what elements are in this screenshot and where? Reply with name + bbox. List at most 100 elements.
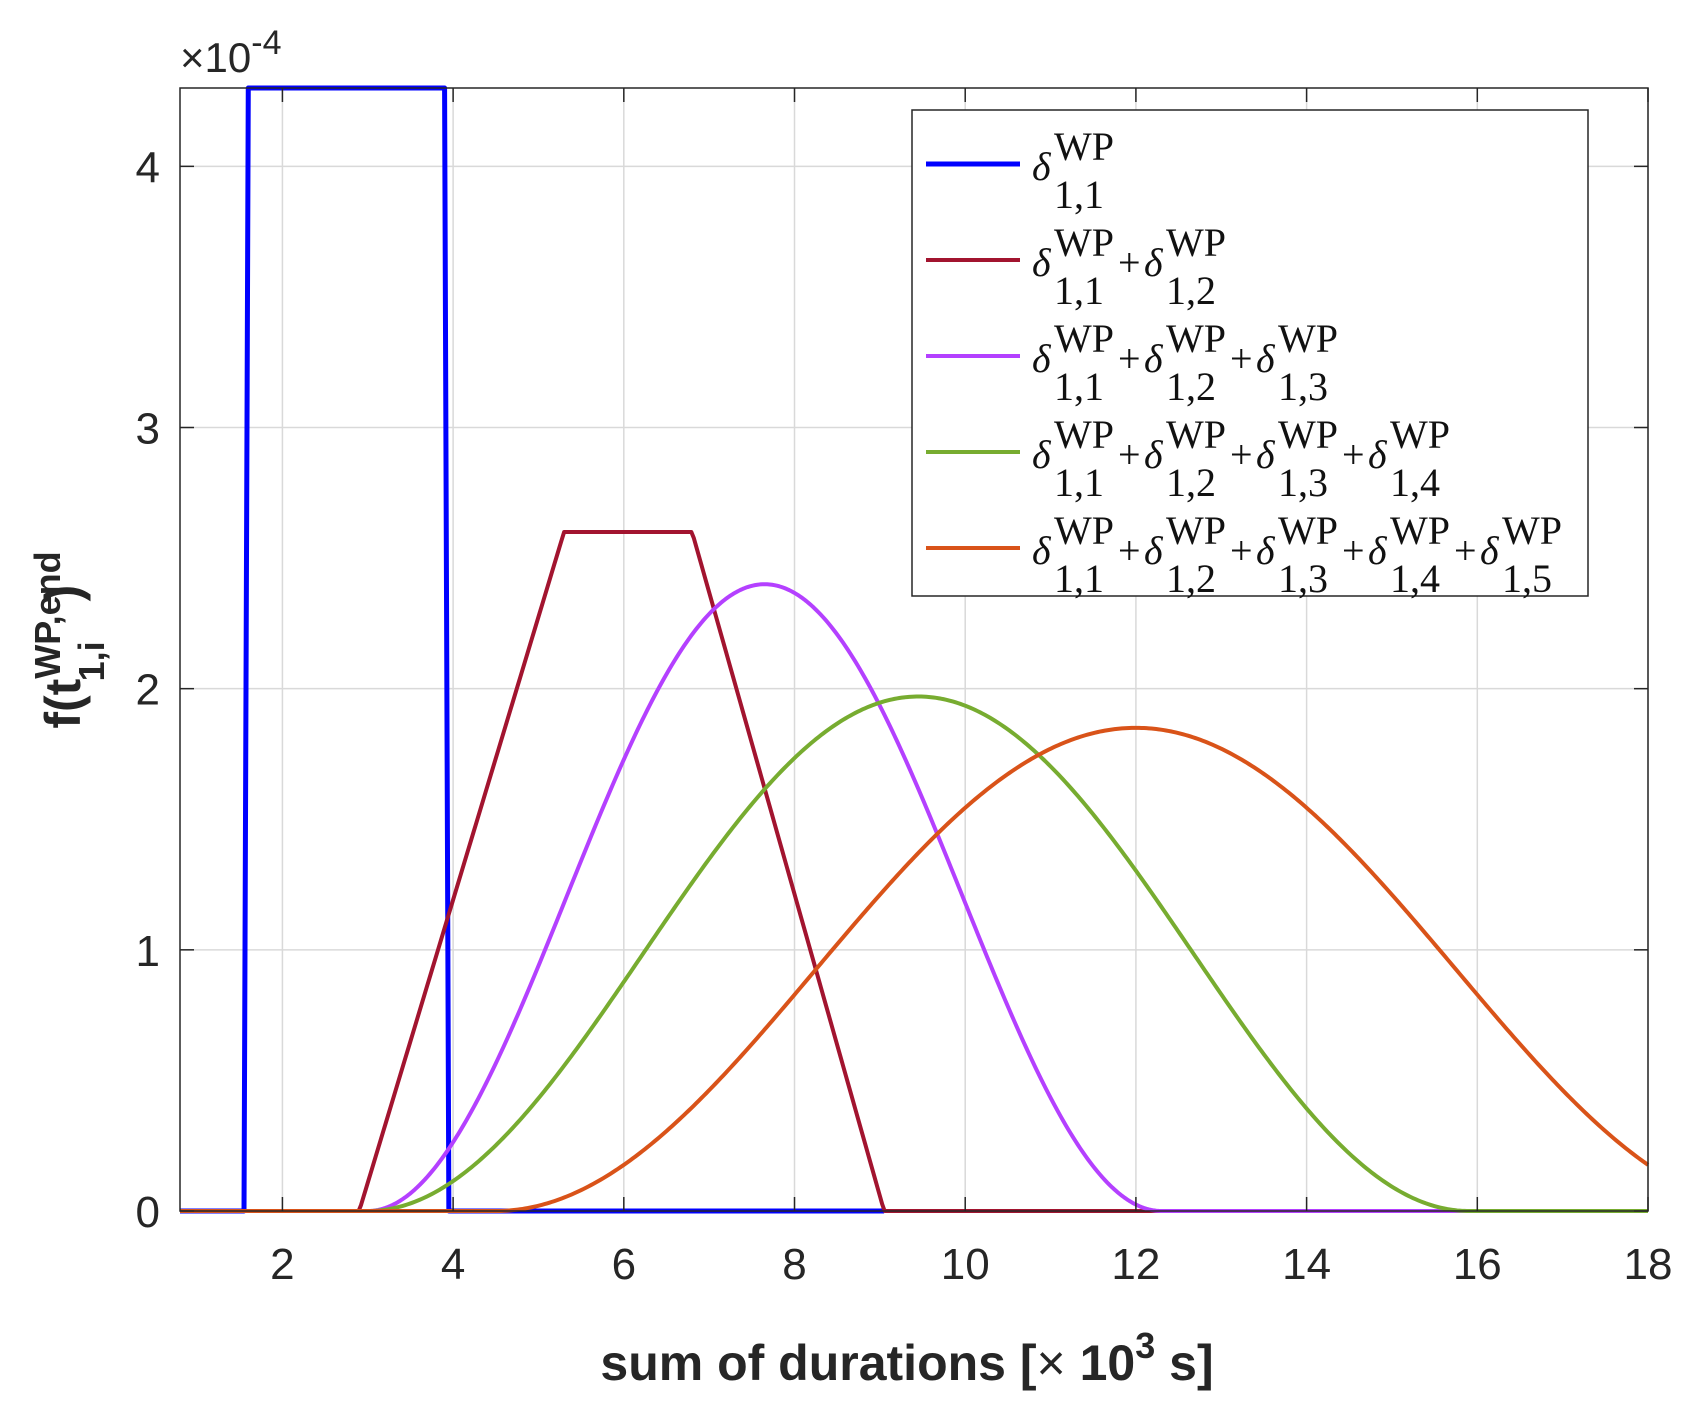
legend-subscript: 1,2 [1166, 556, 1216, 601]
y-exponent-times: × [180, 34, 205, 81]
series-line-3 [180, 582, 1648, 1213]
legend-subscript: 1,1 [1054, 268, 1104, 313]
legend-plus: + [1118, 240, 1141, 285]
x-tick-label: 12 [1111, 1240, 1160, 1289]
x-tick-label: 18 [1624, 1240, 1673, 1289]
legend-superscript: WP [1278, 412, 1338, 457]
x-tick-label: 6 [612, 1240, 636, 1289]
legend-superscript: WP [1166, 508, 1226, 553]
legend-superscript: WP [1278, 508, 1338, 553]
legend-plus: + [1230, 528, 1253, 573]
y-exponent-power: -4 [251, 24, 281, 62]
legend: δ WP1,1δ WP1,1+ δ WP1,2δ WP1,1+ δ WP1,2+ δ WP1,3δ… [911, 109, 1589, 601]
series-line-1 [180, 85, 885, 1214]
y-axis-title-superscript: WP,end [27, 551, 68, 678]
legend-delta: δ [1144, 528, 1164, 573]
y-axis-title-subscript: 1,i [71, 641, 112, 681]
legend-entry-3: δ WP1,1+ δ WP1,2+ δ WP1,3 [926, 316, 1338, 409]
y-tick-label: 0 [136, 1188, 160, 1237]
legend-delta: δ [1144, 432, 1164, 477]
legend-subscript: 1,5 [1502, 556, 1552, 601]
legend-subscript: 1,3 [1278, 556, 1328, 601]
legend-superscript: WP [1054, 220, 1114, 265]
legend-superscript: WP [1278, 316, 1338, 361]
x-axis-title-main: sum of durations [ [600, 1335, 1036, 1391]
x-tick-label: 14 [1282, 1240, 1331, 1289]
legend-entry-2: δ WP1,1+ δ WP1,2 [926, 220, 1226, 313]
legend-delta: δ [1032, 240, 1052, 285]
legend-superscript: WP [1166, 412, 1226, 457]
y-tick-label: 2 [136, 666, 160, 715]
legend-subscript: 1,4 [1390, 460, 1440, 505]
x-tick-label: 16 [1453, 1240, 1502, 1289]
legend-subscript: 1,2 [1166, 364, 1216, 409]
legend-delta: δ [1368, 432, 1388, 477]
y-axis-title-prefix: f(t [35, 678, 91, 728]
legend-subscript: 1,4 [1390, 556, 1440, 601]
legend-plus: + [1230, 432, 1253, 477]
legend-delta: δ [1368, 528, 1388, 573]
y-axis-title: f(tWP,end1,i) [27, 551, 112, 728]
legend-superscript: WP [1166, 220, 1226, 265]
x-axis-title-times: × [1037, 1335, 1066, 1391]
legend-superscript: WP [1390, 508, 1450, 553]
legend-plus: + [1118, 528, 1141, 573]
legend-superscript: WP [1054, 316, 1114, 361]
legend-delta: δ [1256, 336, 1276, 381]
y-tick-labels: 0 1 2 3 4 [136, 143, 160, 1237]
legend-subscript: 1,3 [1278, 460, 1328, 505]
x-axis-title: sum of durations [× 103 s] [600, 1325, 1213, 1391]
x-axis-title-base: 10 [1066, 1335, 1136, 1391]
legend-delta: δ [1256, 528, 1276, 573]
y-tick-label: 1 [136, 927, 160, 976]
legend-plus: + [1118, 432, 1141, 477]
series-line-5 [180, 725, 1650, 1213]
y-exponent-base: 10 [205, 34, 252, 81]
legend-delta: δ [1032, 432, 1052, 477]
legend-plus: + [1454, 528, 1477, 573]
y-tick-label: 4 [136, 143, 160, 192]
legend-delta: δ [1032, 336, 1052, 381]
series-line-4 [180, 694, 1648, 1213]
legend-subscript: 1,1 [1054, 556, 1104, 601]
legend-delta: δ [1256, 432, 1276, 477]
legend-superscript: WP [1390, 412, 1450, 457]
y-tick-label: 3 [136, 405, 160, 454]
x-tick-label: 8 [782, 1240, 806, 1289]
legend-delta: δ [1032, 144, 1052, 189]
legend-subscript: 1,2 [1166, 460, 1216, 505]
legend-delta: δ [1480, 528, 1500, 573]
legend-subscript: 1,1 [1054, 364, 1104, 409]
legend-entry-1: δ WP1,1 [926, 124, 1114, 217]
legend-plus: + [1118, 336, 1141, 381]
legend-entry-5: δ WP1,1+ δ WP1,2+ δ WP1,3+ δ WP1,4+ δ WP1,5 [926, 508, 1562, 601]
legend-plus: + [1342, 432, 1365, 477]
y-exponent-label: ×10-4 [180, 24, 281, 81]
legend-delta: δ [1032, 528, 1052, 573]
x-axis-title-unit: s] [1155, 1335, 1213, 1391]
legend-superscript: WP [1054, 508, 1114, 553]
x-axis-title-exponent: 3 [1135, 1325, 1155, 1366]
legend-subscript: 1,1 [1054, 460, 1104, 505]
y-axis-title-suffix: ) [35, 585, 91, 602]
x-tick-label: 2 [270, 1240, 294, 1289]
legend-plus: + [1342, 528, 1365, 573]
x-tick-labels: 2 4 6 8 10 12 14 16 18 [270, 1240, 1672, 1289]
tick-marks [180, 88, 1649, 1212]
legend-superscript: WP [1054, 124, 1114, 169]
series-line-2 [180, 529, 1648, 1213]
legend-subscript: 1,3 [1278, 364, 1328, 409]
legend-plus: + [1230, 336, 1253, 381]
legend-subscript: 1,1 [1054, 172, 1104, 217]
legend-delta: δ [1144, 240, 1164, 285]
legend-subscript: 1,2 [1166, 268, 1216, 313]
x-tick-label: 4 [441, 1240, 465, 1289]
legend-superscript: WP [1054, 412, 1114, 457]
axes-box [179, 87, 1649, 1212]
legend-superscript: WP [1166, 316, 1226, 361]
legend-entry-4: δ WP1,1+ δ WP1,2+ δ WP1,3+ δ WP1,4 [926, 412, 1450, 505]
legend-box [911, 109, 1589, 597]
legend-superscript: WP [1502, 508, 1562, 553]
x-tick-label: 10 [941, 1240, 990, 1289]
